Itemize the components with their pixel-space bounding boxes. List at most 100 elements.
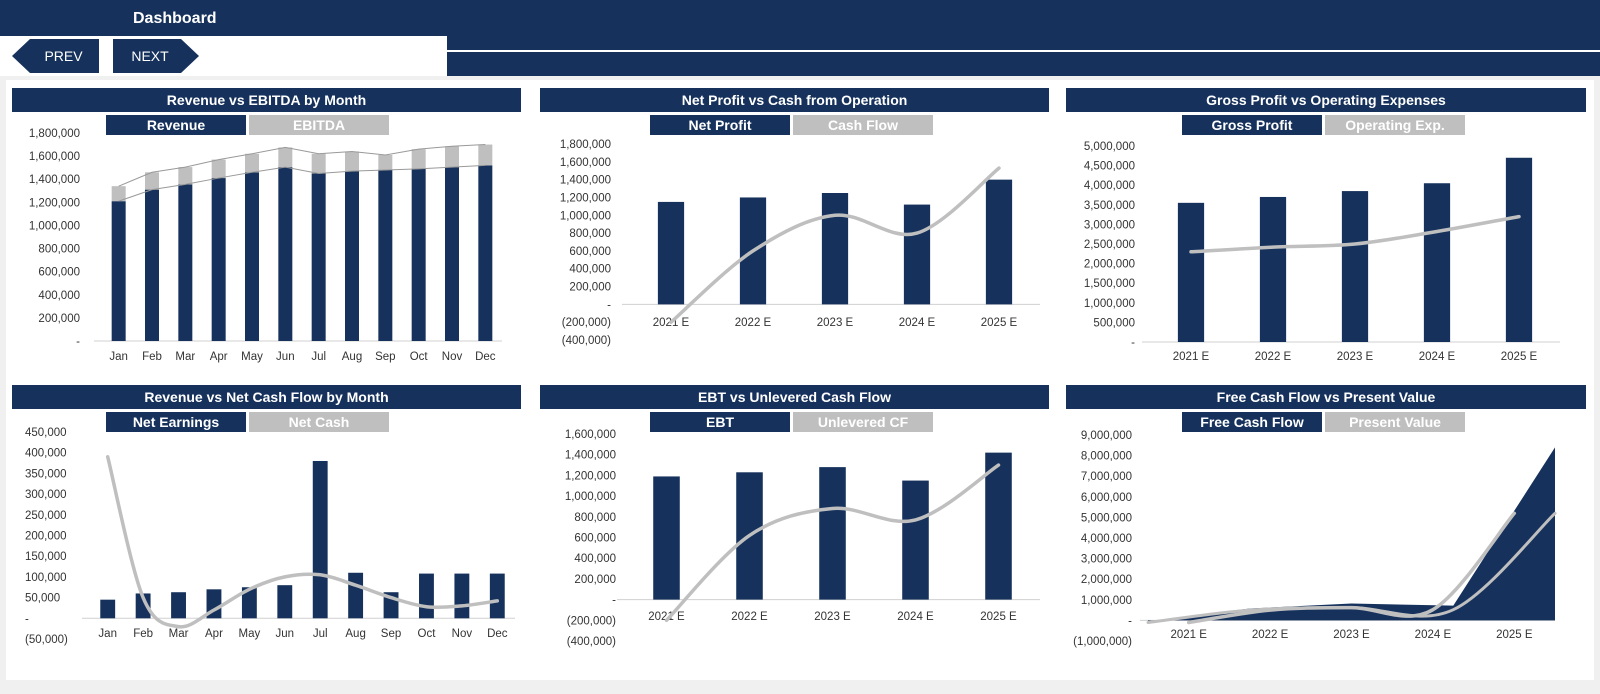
prev-button[interactable]: PREV: [12, 39, 99, 73]
y-tick-label: 1,200,000: [29, 197, 80, 209]
bar-ebitda: [311, 153, 326, 174]
legend-swatch-0: [650, 412, 790, 432]
bar-ebitda: [111, 186, 126, 202]
y-tick-label: 2,500,000: [1084, 239, 1135, 251]
bar-net-profit: [657, 201, 685, 305]
bar-revenue: [111, 201, 126, 341]
x-tick-label: 2022 E: [1252, 629, 1289, 641]
y-tick-label: 1,600,000: [29, 151, 80, 163]
bar-revenue: [445, 167, 459, 341]
chart-title: Free Cash Flow vs Present Value: [1217, 389, 1436, 405]
bar-ebitda: [145, 172, 159, 190]
x-tick-label: Feb: [133, 628, 153, 640]
y-tick-label: 1,400,000: [565, 450, 616, 462]
x-tick-label: Nov: [452, 628, 473, 640]
legend-label: Net Cash: [289, 414, 350, 430]
y-tick-label: 1,000,000: [1084, 298, 1135, 310]
y-tick-label: 200,000: [38, 313, 80, 325]
bar-revenue: [345, 171, 359, 341]
bar-gross-profit: [1259, 196, 1287, 342]
y-tick-label: 500,000: [1093, 317, 1135, 329]
y-tick-label: 250,000: [25, 510, 67, 522]
y-tick-label: 600,000: [38, 267, 80, 279]
bar-net-earnings: [100, 599, 116, 619]
y-tick-label: 600,000: [574, 533, 616, 545]
y-tick-label: 1,600,000: [565, 429, 616, 441]
y-tick-label: 800,000: [574, 512, 616, 524]
y-tick-label: 400,000: [569, 264, 611, 276]
y-tick-label: 9,000,000: [1081, 430, 1132, 442]
x-tick-label: Nov: [442, 351, 463, 363]
bar-net-earnings: [348, 572, 364, 619]
legend-label: Net Profit: [689, 117, 752, 133]
legend-label: Free Cash Flow: [1200, 414, 1304, 430]
legend-swatch-1: [1325, 115, 1465, 135]
y-tick-label: 4,000,000: [1081, 533, 1132, 545]
x-tick-label: 2022 E: [735, 317, 772, 329]
chart-title: EBT vs Unlevered Cash Flow: [698, 389, 891, 405]
y-tick-label: 2,000,000: [1081, 574, 1132, 586]
bar-net-profit: [985, 179, 1013, 305]
y-tick-label: 1,000,000: [560, 210, 611, 222]
bar-revenue: [411, 168, 426, 341]
y-tick-label: (50,000): [25, 634, 68, 646]
bar-ebitda: [211, 159, 226, 179]
x-tick-label: Dec: [487, 628, 508, 640]
x-tick-label: May: [239, 628, 261, 640]
header-bar: [0, 0, 1600, 36]
bar-ebitda: [445, 146, 459, 168]
x-tick-label: Jul: [311, 351, 326, 363]
y-tick-label: 450,000: [25, 427, 67, 439]
y-tick-label: -: [1128, 615, 1132, 627]
y-tick-label: (1,000,000): [1073, 636, 1132, 648]
y-tick-label: 3,000,000: [1081, 554, 1132, 566]
area-free-cash-flow: [1148, 447, 1555, 622]
x-tick-label: Mar: [175, 351, 195, 363]
x-tick-label: 2023 E: [1337, 351, 1374, 363]
bar-gross-profit: [1423, 183, 1451, 342]
y-tick-label: -: [1131, 337, 1135, 349]
y-tick-label: -: [25, 613, 29, 625]
x-tick-label: Sep: [375, 351, 395, 363]
x-tick-label: Oct: [418, 628, 437, 640]
bar-net-earnings: [241, 587, 257, 619]
y-tick-label: 1,000,000: [565, 491, 616, 503]
x-tick-label: 2024 E: [897, 611, 934, 623]
chart-title: Revenue vs Net Cash Flow by Month: [144, 389, 388, 405]
bar-net-earnings: [135, 593, 151, 619]
x-tick-label: 2025 E: [1501, 351, 1538, 363]
y-tick-label: (200,000): [567, 615, 616, 627]
x-tick-label: Oct: [410, 351, 429, 363]
y-tick-label: -: [76, 336, 80, 348]
x-tick-label: 2024 E: [899, 317, 936, 329]
bar-ebitda: [478, 144, 493, 166]
bar-ebt: [902, 480, 929, 600]
next-button[interactable]: NEXT: [113, 39, 199, 73]
legend-label: EBITDA: [293, 117, 345, 133]
line-operating-exp-: [1189, 214, 1521, 254]
x-tick-label: 2022 E: [731, 611, 768, 623]
y-tick-label: 300,000: [25, 489, 67, 501]
y-tick-label: 1,400,000: [29, 174, 80, 186]
bar-ebitda: [378, 154, 393, 170]
line-net-cash: [105, 455, 500, 629]
y-tick-label: 8,000,000: [1081, 451, 1132, 463]
y-tick-label: 1,000,000: [1081, 595, 1132, 607]
y-tick-label: 2,000,000: [1084, 259, 1135, 271]
legend-swatch-0: [650, 115, 790, 135]
x-tick-label: 2023 E: [817, 317, 854, 329]
y-tick-label: 150,000: [25, 551, 67, 563]
bar-revenue: [145, 189, 159, 341]
bar-revenue: [311, 173, 326, 341]
y-tick-label: 1,600,000: [560, 157, 611, 169]
chart-title: Revenue vs EBITDA by Month: [167, 92, 366, 108]
bar-revenue: [478, 165, 493, 341]
x-tick-label: 2025 E: [1496, 629, 1533, 641]
y-tick-label: 600,000: [569, 246, 611, 258]
bar-revenue: [378, 169, 393, 341]
bar-net-earnings: [419, 573, 434, 619]
y-tick-label: 5,000,000: [1081, 512, 1132, 524]
bar-gross-profit: [1341, 191, 1369, 342]
bar-net-earnings: [277, 585, 293, 619]
chart-title: Net Profit vs Cash from Operation: [682, 92, 908, 108]
